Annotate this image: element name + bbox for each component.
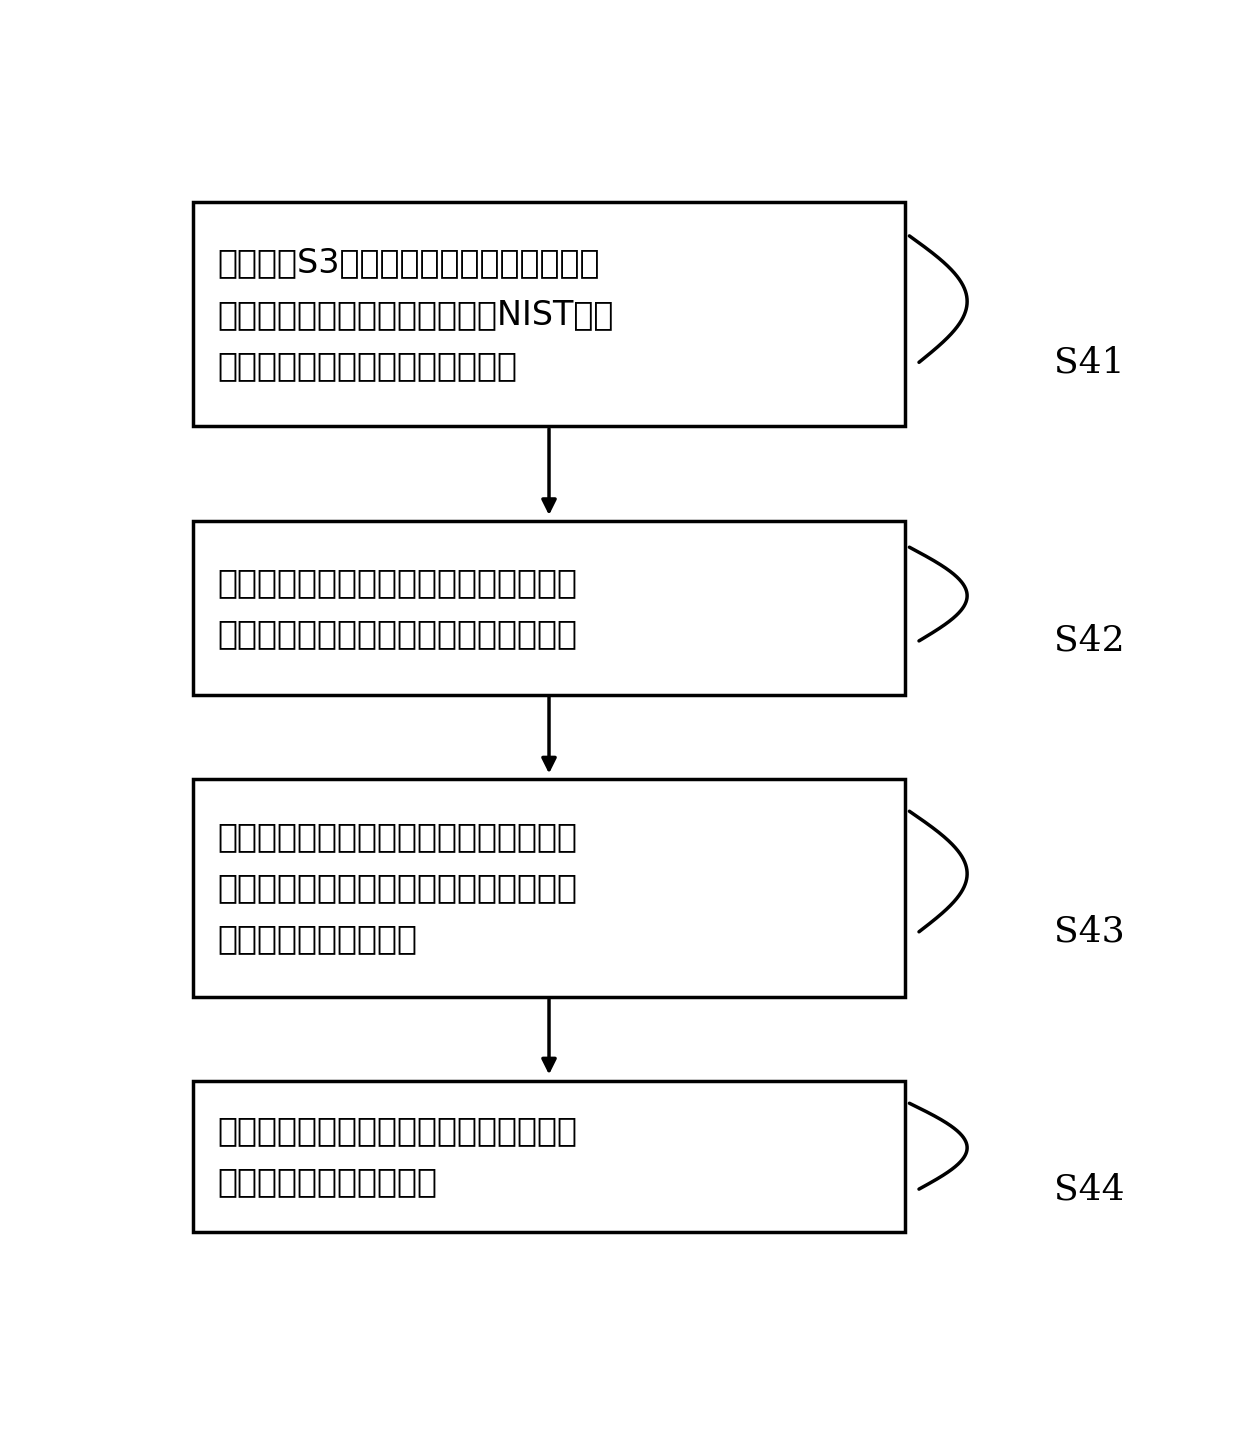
Text: S43: S43 (1054, 915, 1125, 949)
Text: 对等离子是否处于局部热力学平衡状态进
行验证，确保使用玻尔兹曼平面图法计算
等离子体温度的有效性: 对等离子是否处于局部热力学平衡状态进 行验证，确保使用玻尔兹曼平面图法计算 等离… (217, 819, 578, 955)
Text: S41: S41 (1054, 346, 1125, 379)
FancyBboxPatch shape (193, 1081, 905, 1232)
Text: 通过数据拟合，建立等离子体温度与待测
样品表面硬度的函数关系: 通过数据拟合，建立等离子体温度与待测 样品表面硬度的函数关系 (217, 1114, 578, 1199)
Text: 根据步骤S3获得的激光等离子体光谱，结
合原子光谱标准与技术数据库（NIST）确
定选定元素特征谱线的波长与强度: 根据步骤S3获得的激光等离子体光谱，结 合原子光谱标准与技术数据库（NIST）确… (217, 247, 614, 382)
FancyBboxPatch shape (193, 779, 905, 997)
FancyBboxPatch shape (193, 202, 905, 426)
FancyBboxPatch shape (193, 522, 905, 695)
Text: S42: S42 (1054, 623, 1125, 658)
Text: S44: S44 (1054, 1173, 1125, 1206)
Text: 选择同一元素同一电离级次的数条谱线，
使用玻尔兹曼平面图法计算等离子体温度: 选择同一元素同一电离级次的数条谱线， 使用玻尔兹曼平面图法计算等离子体温度 (217, 565, 578, 649)
